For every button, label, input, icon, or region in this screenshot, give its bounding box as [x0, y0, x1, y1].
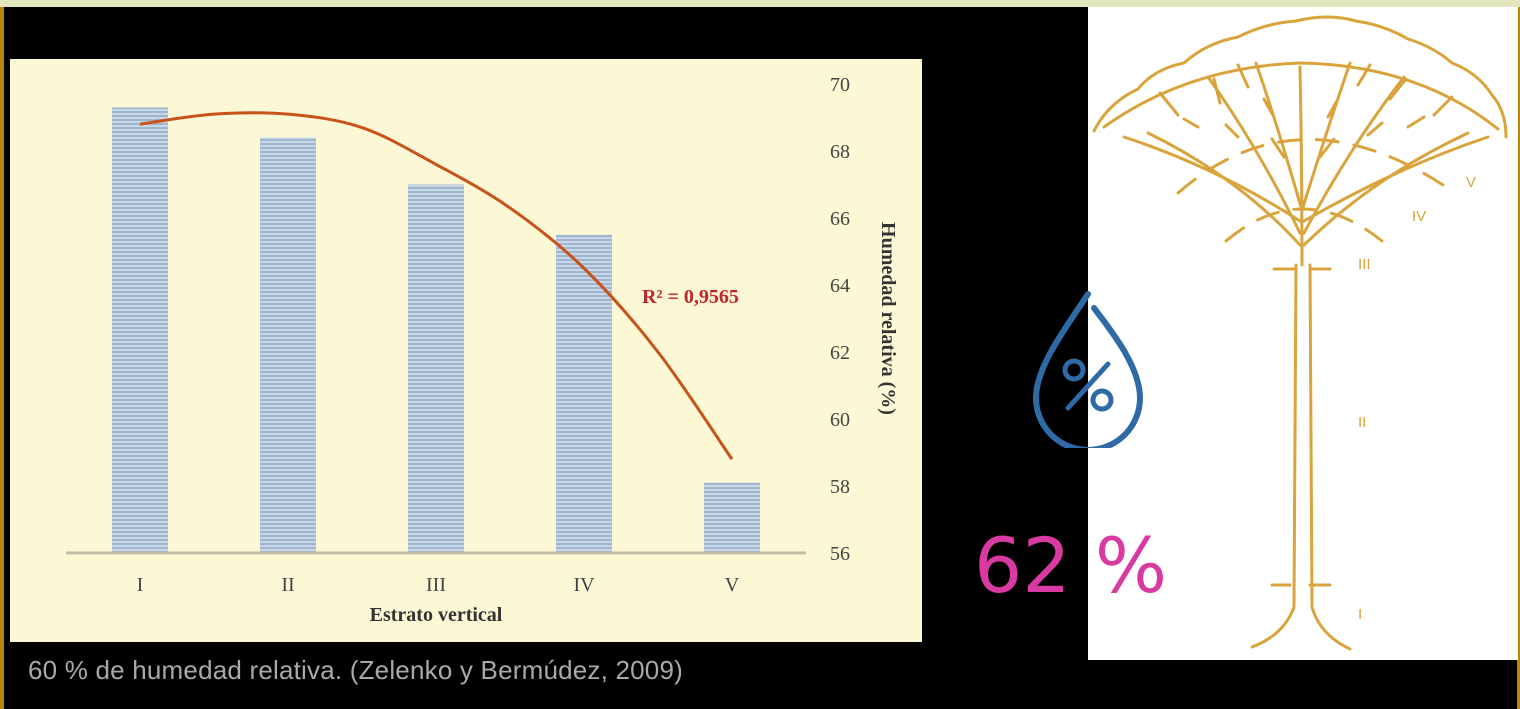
humidity-value: 62 %	[974, 528, 1167, 604]
stratum-label: III	[1358, 256, 1371, 273]
bar-I	[112, 107, 168, 553]
y-tick-label: 62	[830, 342, 850, 364]
humidity-number: 62	[974, 521, 1071, 610]
bar-III	[408, 184, 464, 553]
humidity-drop-icon	[1032, 291, 1144, 448]
trendline	[139, 111, 734, 461]
tree-panel: I II III IV V	[1088, 7, 1518, 660]
x-axis-label: Estrato vertical	[370, 604, 503, 626]
x-tick-label: IV	[573, 574, 595, 596]
x-tick-label: II	[281, 574, 294, 596]
y-tick-label: 64	[830, 275, 850, 297]
right-border	[1517, 7, 1520, 709]
bar-IV	[556, 234, 612, 553]
bar-V	[704, 482, 760, 553]
y-tick-label: 60	[830, 409, 850, 431]
stratum-label: II	[1358, 414, 1366, 431]
bar-II	[260, 137, 316, 553]
chart-panel: I II III IV V 56 58 60 62 64 66 68 70 Estrato verti…	[10, 59, 922, 642]
y-axis-label: Humedad relativa (%)	[877, 222, 899, 415]
humidity-unit: %	[1094, 521, 1168, 610]
stratum-label: IV	[1412, 208, 1426, 225]
left-border	[0, 7, 4, 709]
top-border	[0, 0, 1520, 7]
x-tick-label: V	[725, 574, 740, 596]
y-tick-label: 66	[830, 208, 850, 230]
y-tick-label: 70	[830, 74, 850, 96]
y-tick-label: 56	[830, 543, 850, 565]
y-tick-label: 58	[830, 476, 850, 498]
stratum-label: V	[1466, 174, 1476, 191]
stratum-label: I	[1358, 606, 1362, 623]
x-tick-label: I	[137, 574, 144, 596]
x-tick-label: III	[426, 574, 446, 596]
y-tick-label: 68	[830, 141, 850, 163]
caption: 60 % de humedad relativa. (Zelenko y Ber…	[28, 655, 683, 685]
r-squared-annotation: R² = 0,9565	[642, 286, 739, 308]
